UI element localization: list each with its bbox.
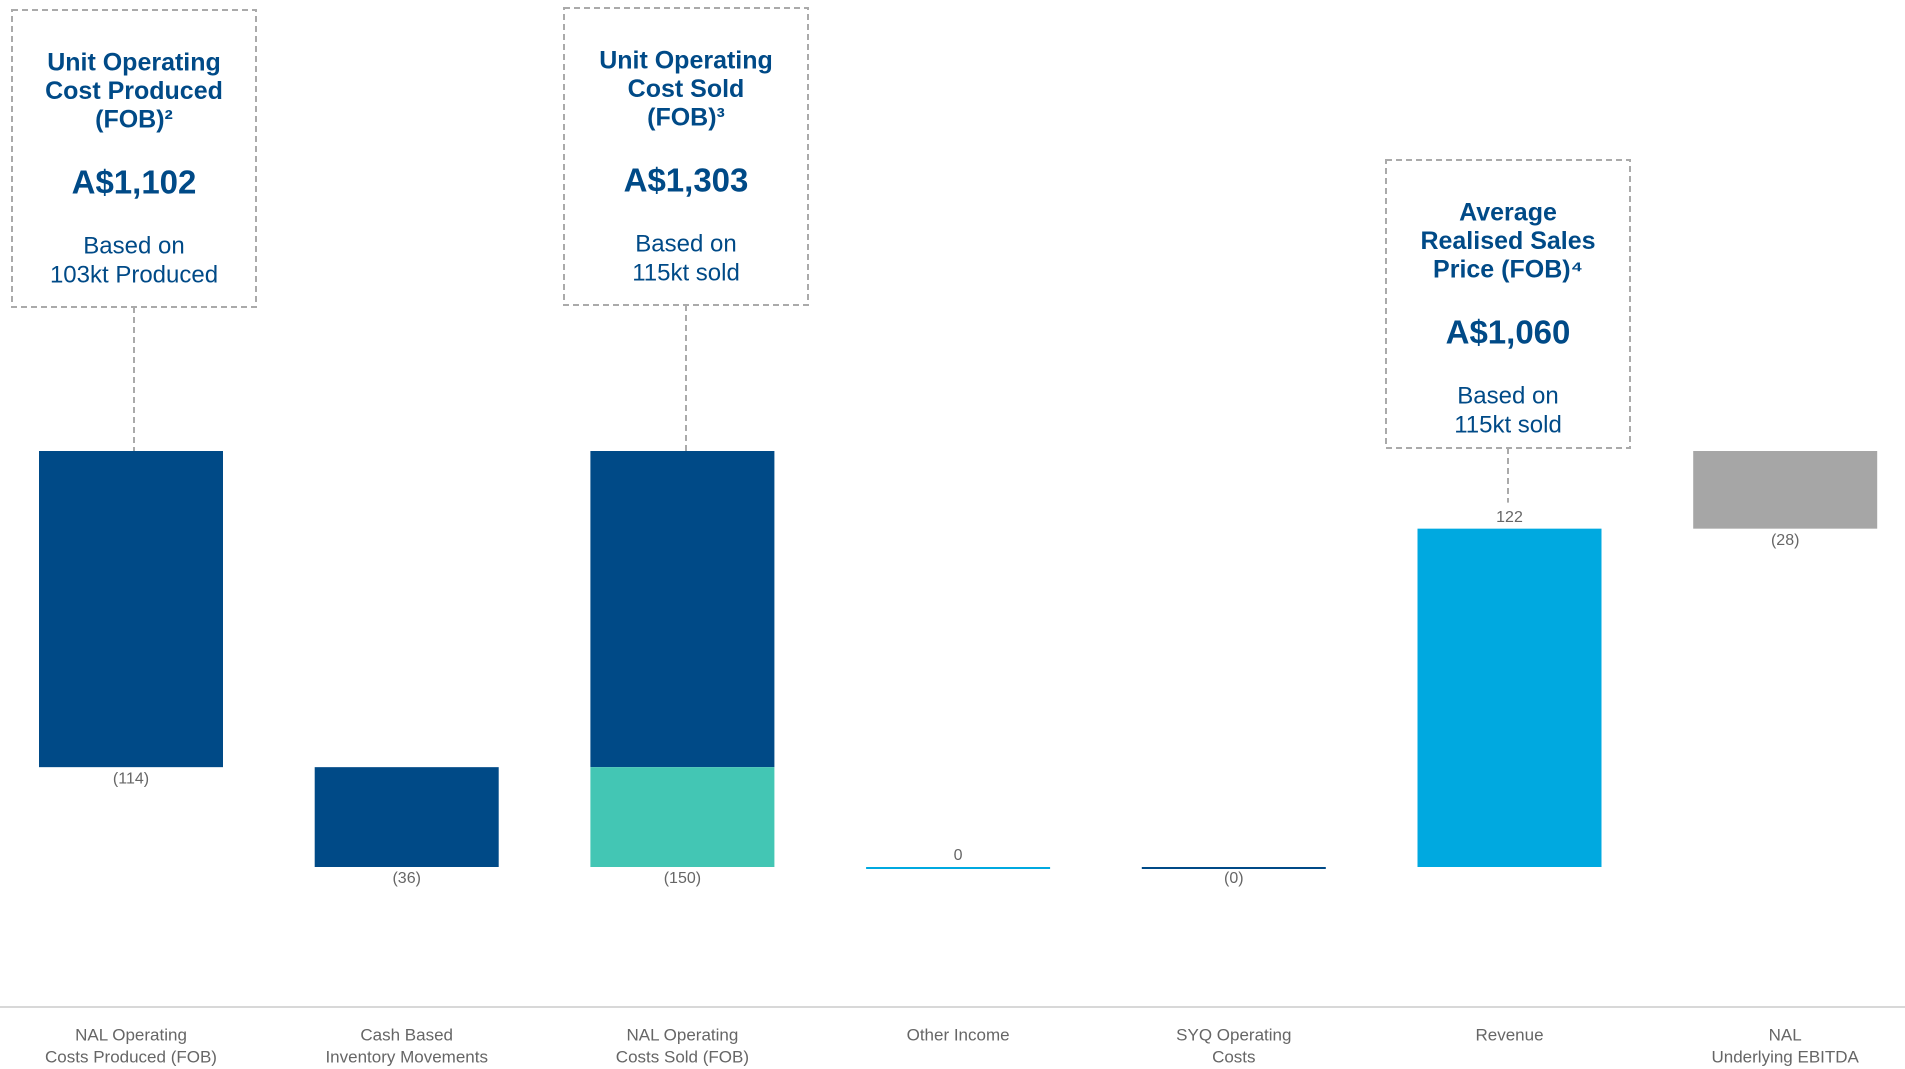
x-tick-label: Inventory Movements (325, 1047, 488, 1066)
value-label: 0 (954, 847, 963, 864)
callout-title: Cost Produced (45, 77, 223, 105)
callout-box (1385, 159, 1631, 449)
x-tick-label: Underlying EBITDA (1712, 1047, 1860, 1066)
callout-box (563, 7, 809, 306)
callout-title: Unit Operating (47, 49, 221, 77)
x-tick-label: Cash Based (360, 1025, 453, 1044)
bar (866, 867, 1051, 869)
callout-basis: 115kt sold (1454, 411, 1562, 438)
bar (314, 767, 499, 867)
x-tick-label: Revenue (1475, 1025, 1543, 1044)
x-tick-label: NAL Operating (75, 1025, 187, 1044)
bar (1141, 867, 1326, 869)
callout-value: A$1,102 (72, 164, 197, 201)
x-tick-label: Costs Sold (FOB) (616, 1047, 749, 1066)
x-tick-label: SYQ Operating (1176, 1025, 1291, 1044)
value-label: 122 (1496, 509, 1523, 526)
callout-title: Cost Sold (628, 75, 745, 103)
x-tick-label: Costs Produced (FOB) (45, 1047, 217, 1066)
callout-basis: 115kt sold (632, 259, 740, 286)
callout-title: Average (1459, 199, 1557, 227)
value-label: (114) (113, 770, 149, 787)
bar-segment (590, 767, 775, 867)
x-tick-label: Other Income (907, 1025, 1010, 1044)
x-tick-label: Costs (1212, 1047, 1255, 1066)
callout-title: Price (FOB)⁴ (1433, 256, 1583, 284)
value-label: (36) (392, 870, 420, 887)
x-tick-label: NAL Operating (626, 1025, 738, 1044)
callout-title: (FOB)² (95, 106, 173, 134)
bar (1417, 528, 1602, 867)
callout-title: (FOB)³ (647, 104, 725, 132)
callout-basis: Based on (1457, 382, 1558, 409)
value-label: (0) (1224, 870, 1244, 887)
bar (39, 451, 223, 768)
bar-segment (590, 451, 775, 768)
value-label: (150) (664, 870, 701, 887)
callout-value: A$1,303 (624, 162, 749, 199)
callout-basis: Based on (635, 230, 736, 257)
callout-title: Unit Operating (599, 47, 773, 75)
callout-basis: Based on (83, 232, 184, 259)
x-tick-label: NAL (1769, 1025, 1802, 1044)
callout-value: A$1,060 (1446, 314, 1571, 351)
value-label: (28) (1771, 532, 1799, 549)
callout-basis: 103kt Produced (50, 261, 218, 288)
callout-title: Realised Sales (1420, 227, 1595, 255)
bar (1693, 451, 1878, 529)
